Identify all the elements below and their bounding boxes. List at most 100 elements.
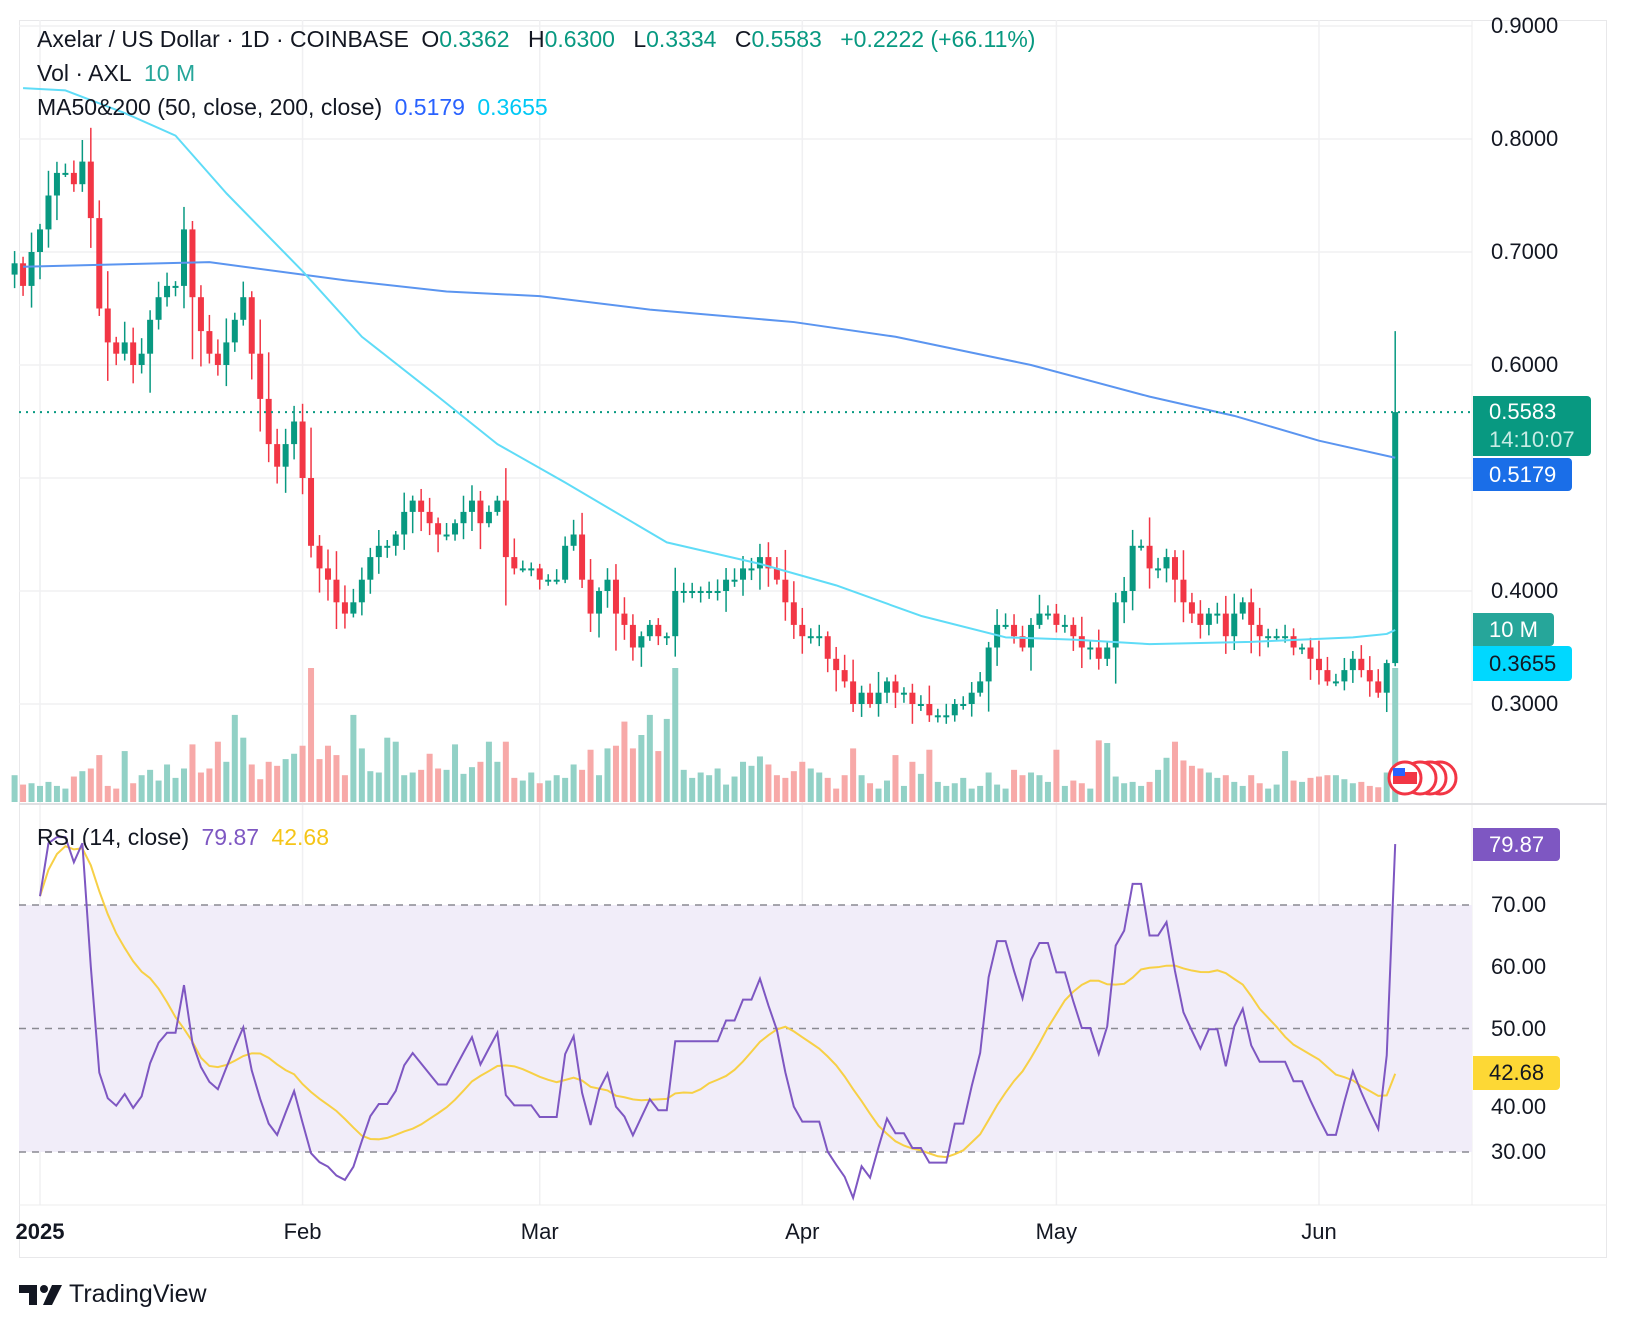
candle-body [968, 692, 975, 704]
candle-body [274, 444, 281, 467]
volume-bar [1095, 740, 1102, 802]
volume-bar [20, 784, 27, 802]
candle-body [807, 636, 814, 639]
volume-bar [1197, 768, 1204, 802]
candle-body [731, 579, 738, 582]
last-price-tag: 0.5583 14:10:07 [1473, 396, 1591, 456]
candle-body [655, 624, 662, 637]
candle-body [1155, 568, 1162, 571]
volume-bar [37, 785, 43, 802]
candle-body [426, 511, 433, 524]
volume-bar [477, 761, 484, 802]
candle-body [706, 591, 713, 593]
candle-body [892, 681, 899, 693]
volume-bar [121, 751, 128, 802]
candle-body [1036, 613, 1043, 625]
rsi-tick-label: 60.00 [1491, 953, 1547, 979]
volume-bar [435, 768, 442, 802]
volume-bar [773, 775, 780, 802]
volume-bar [960, 777, 967, 802]
candle-body [1214, 613, 1221, 616]
volume-legend[interactable]: Vol · AXL 10 M [37, 60, 201, 87]
volume-bar [892, 755, 899, 802]
volume-bar [790, 771, 797, 802]
volume-bar [1011, 769, 1018, 802]
candle-body [714, 591, 721, 593]
volume-bar [1188, 765, 1195, 802]
volume-bar [968, 788, 975, 802]
volume-bar [172, 777, 179, 802]
volume-bar [248, 764, 255, 802]
ma-legend[interactable]: MA50&200 (50, close, 200, close) 0.5179 … [37, 94, 554, 121]
candle-body [1027, 624, 1034, 648]
candle-body [1231, 613, 1238, 637]
candle-body [841, 670, 848, 682]
volume-bar [1366, 785, 1373, 802]
candle-body [1358, 658, 1365, 671]
volume-bar [265, 761, 272, 802]
candle-body [646, 624, 653, 637]
candle-body [1299, 647, 1306, 650]
volume-bar [1332, 775, 1339, 802]
volume-bar [782, 777, 789, 802]
volume-bar [1205, 772, 1212, 802]
candle-body [282, 444, 289, 467]
candle-body [799, 624, 806, 637]
rsi-ma-tag: 42.68 [1473, 1056, 1561, 1090]
volume-bar [519, 780, 526, 802]
volume-bar [926, 749, 933, 802]
candle-body [1324, 670, 1331, 682]
low-value: 0.3334 [646, 26, 717, 52]
volume-bar [1341, 779, 1348, 802]
volume-bar [62, 788, 69, 802]
volume-bar [87, 768, 94, 802]
candle-body [1375, 681, 1382, 693]
candle-body [663, 636, 670, 639]
volume-bar [934, 781, 941, 802]
volume-bar [816, 772, 823, 802]
candle-body [536, 568, 543, 580]
volume-bar [756, 756, 763, 802]
volume-bar [714, 768, 721, 802]
candle-body [773, 568, 780, 580]
volume-bar [977, 785, 984, 802]
candle-body [909, 692, 916, 704]
candle-body [621, 613, 628, 625]
volume-bar [11, 775, 18, 802]
volume-bar [299, 745, 306, 802]
volume-bar [1036, 775, 1043, 802]
price-tick-label: 0.4000 [1491, 578, 1559, 603]
candle-body [316, 545, 323, 569]
volume-bar [638, 735, 645, 802]
rsi-legend[interactable]: RSI (14, close) 79.87 42.68 [37, 824, 335, 851]
volume-bar [1324, 775, 1331, 802]
candle-body [1070, 624, 1077, 637]
candle-body [223, 342, 230, 365]
symbol-title[interactable]: Axelar / US Dollar · 1D · COINBASE [37, 26, 409, 52]
candle-body [1239, 602, 1246, 614]
candle-body [1290, 636, 1297, 648]
volume-bar [579, 769, 586, 802]
volume-bar [324, 745, 331, 802]
volume-bar [553, 775, 560, 802]
candle-body [867, 692, 874, 704]
candle-body [587, 579, 594, 614]
volume-bar [308, 668, 315, 802]
volume-bar [1138, 785, 1145, 802]
candle-body [333, 579, 340, 603]
candle-body [299, 421, 306, 478]
volume-bar [1349, 783, 1356, 802]
volume-bar [257, 779, 264, 802]
candle-body [155, 297, 162, 320]
rsi-label: RSI (14, close) [37, 824, 190, 850]
volume-value: 10 M [144, 60, 196, 86]
candle-body [519, 568, 526, 571]
brand-name: TradingView [69, 1280, 207, 1308]
volume-bar [1273, 784, 1280, 802]
tradingview-logo[interactable]: TradingView [19, 1280, 207, 1309]
rsi-line [39, 836, 1397, 1201]
last-price: 0.5583 [1489, 399, 1557, 424]
volume-bar [502, 741, 509, 802]
volume-bar [96, 755, 103, 802]
